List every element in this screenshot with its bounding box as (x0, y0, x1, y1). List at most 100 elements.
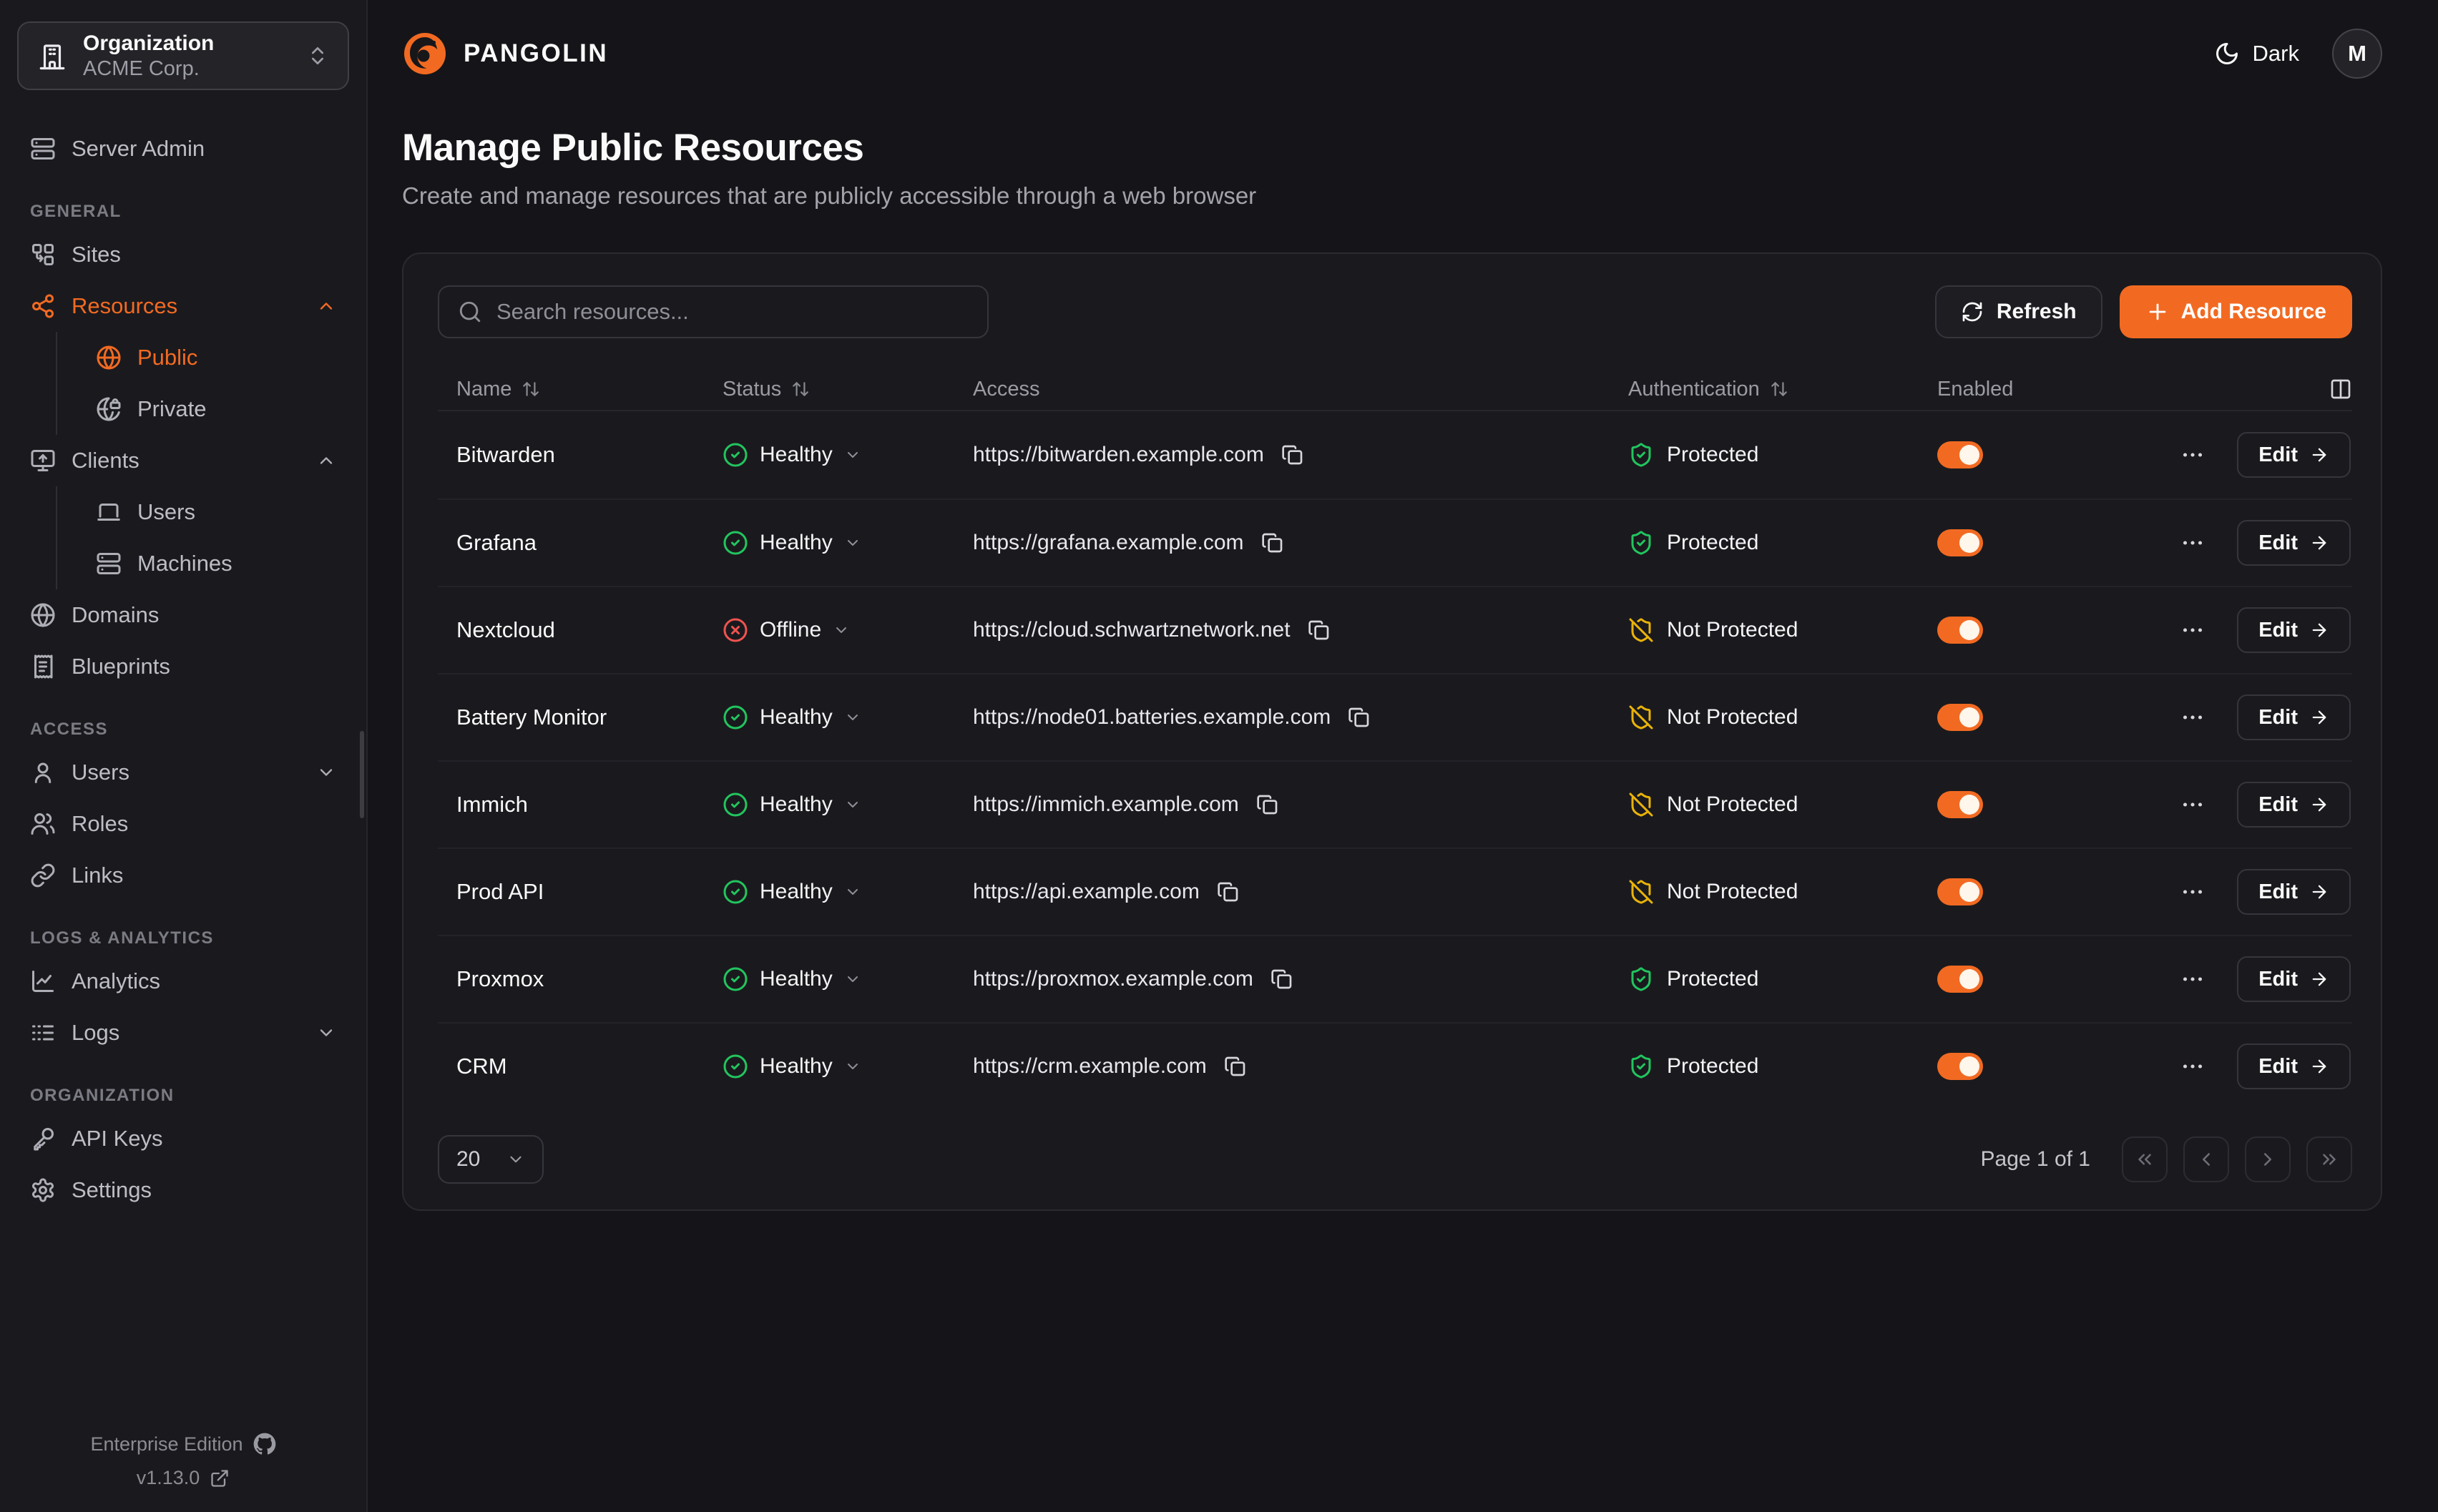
sidebar-scrollbar[interactable] (360, 731, 364, 818)
column-header-authentication[interactable]: Authentication (1628, 378, 1937, 401)
enabled-toggle[interactable] (1937, 529, 1983, 556)
external-link-icon (210, 1468, 230, 1488)
ellipsis-icon[interactable] (2180, 879, 2206, 905)
ellipsis-icon[interactable] (2180, 1054, 2206, 1079)
status-dropdown[interactable]: Healthy (723, 792, 861, 818)
enabled-toggle[interactable] (1937, 878, 1983, 905)
arrow-right-icon (2309, 969, 2329, 989)
edit-button[interactable]: Edit (2237, 1044, 2351, 1089)
edition-line[interactable]: Enterprise Edition (90, 1433, 275, 1455)
column-header-actions (2160, 378, 2352, 401)
status-dropdown[interactable]: Healthy (723, 1054, 861, 1079)
first-page-button[interactable] (2122, 1137, 2168, 1182)
status-dropdown[interactable]: Offline (723, 617, 850, 643)
chevron-down-icon (316, 1023, 336, 1043)
theme-toggle[interactable]: Dark (2214, 41, 2299, 67)
sidebar-item-private[interactable]: Private (83, 383, 349, 435)
enabled-toggle[interactable] (1937, 791, 1983, 818)
sidebar-item-clients[interactable]: Clients (17, 435, 349, 486)
ellipsis-icon[interactable] (2180, 617, 2206, 643)
edit-button[interactable]: Edit (2237, 694, 2351, 740)
edit-button[interactable]: Edit (2237, 782, 2351, 828)
table-row: Immich Healthy https://immich.example.co… (438, 760, 2352, 848)
status-label: Healthy (760, 443, 833, 466)
column-header-access[interactable]: Access (973, 377, 1040, 401)
edit-button[interactable]: Edit (2237, 520, 2351, 566)
toolbar-actions: Refresh Add Resource (1934, 285, 2352, 338)
copy-icon[interactable] (1224, 1055, 1247, 1078)
enabled-toggle[interactable] (1937, 1053, 1983, 1080)
sidebar-item-api-keys[interactable]: API Keys (17, 1113, 349, 1164)
circle-check-icon (723, 792, 748, 818)
copy-icon[interactable] (1271, 968, 1293, 991)
column-header-enabled[interactable]: Enabled (1937, 377, 2014, 401)
add-resource-button[interactable]: Add Resource (2119, 285, 2352, 338)
avatar[interactable]: M (2332, 29, 2382, 79)
version-line[interactable]: v1.13.0 (137, 1467, 230, 1489)
enabled-cell (1937, 617, 2160, 644)
sidebar-item-roles[interactable]: Roles (17, 798, 349, 850)
sidebar-item-settings[interactable]: Settings (17, 1164, 349, 1216)
search-input[interactable] (496, 299, 969, 325)
enabled-cell (1937, 1053, 2160, 1080)
ellipsis-icon[interactable] (2180, 792, 2206, 818)
sidebar-item-server-admin[interactable]: Server Admin (17, 123, 349, 175)
refresh-button[interactable]: Refresh (1934, 285, 2102, 338)
add-resource-label: Add Resource (2180, 300, 2326, 323)
status-label: Healthy (760, 705, 833, 729)
page-size-select[interactable]: 20 (438, 1135, 544, 1184)
edit-button[interactable]: Edit (2237, 607, 2351, 653)
ellipsis-icon[interactable] (2180, 966, 2206, 992)
columns-icon[interactable] (2329, 378, 2352, 401)
org-selector[interactable]: Organization ACME Corp. (17, 21, 349, 90)
sidebar-item-users[interactable]: Users (17, 747, 349, 798)
enabled-toggle[interactable] (1937, 966, 1983, 993)
enabled-toggle[interactable] (1937, 441, 1983, 468)
status-dropdown[interactable]: Healthy (723, 879, 861, 905)
sidebar-item-logs[interactable]: Logs (17, 1007, 349, 1059)
table-row: Proxmox Healthy https://proxmox.example.… (438, 935, 2352, 1022)
sidebar-item-analytics[interactable]: Analytics (17, 956, 349, 1007)
copy-icon[interactable] (1217, 880, 1240, 903)
status-cell: Healthy (723, 442, 973, 468)
next-page-button[interactable] (2245, 1137, 2291, 1182)
circle-check-icon (723, 705, 748, 730)
ellipsis-icon[interactable] (2180, 530, 2206, 556)
chevron-down-icon (844, 534, 861, 551)
authentication-cell: Protected (1628, 442, 1937, 468)
copy-icon[interactable] (1261, 531, 1284, 554)
edit-label: Edit (2258, 618, 2298, 642)
copy-icon[interactable] (1308, 619, 1331, 642)
authentication-cell: Protected (1628, 530, 1937, 556)
sidebar-item-machines[interactable]: Machines (83, 538, 349, 589)
authentication-cell: Not Protected (1628, 879, 1937, 905)
copy-icon[interactable] (1256, 793, 1279, 816)
prev-page-button[interactable] (2183, 1137, 2229, 1182)
status-dropdown[interactable]: Healthy (723, 442, 861, 468)
last-page-button[interactable] (2306, 1137, 2352, 1182)
sidebar-item-public[interactable]: Public (83, 332, 349, 383)
edit-button[interactable]: Edit (2237, 956, 2351, 1002)
sidebar-item-resources[interactable]: Resources (17, 280, 349, 332)
sidebar-item-domains[interactable]: Domains (17, 589, 349, 641)
copy-icon[interactable] (1348, 706, 1371, 729)
status-dropdown[interactable]: Healthy (723, 530, 861, 556)
column-header-name[interactable]: Name (438, 378, 723, 401)
enabled-toggle[interactable] (1937, 704, 1983, 731)
sidebar-item-blueprints[interactable]: Blueprints (17, 641, 349, 692)
sidebar-item-sites[interactable]: Sites (17, 229, 349, 280)
status-dropdown[interactable]: Healthy (723, 966, 861, 992)
sidebar-item-links[interactable]: Links (17, 850, 349, 901)
status-cell: Healthy (723, 966, 973, 992)
ellipsis-icon[interactable] (2180, 705, 2206, 730)
brand[interactable]: PANGOLIN (402, 31, 608, 77)
edit-button[interactable]: Edit (2237, 869, 2351, 915)
ellipsis-icon[interactable] (2180, 442, 2206, 468)
column-header-status[interactable]: Status (723, 378, 973, 401)
enabled-toggle[interactable] (1937, 617, 1983, 644)
server-icon (30, 136, 56, 162)
sidebar-item-client-users[interactable]: Users (83, 486, 349, 538)
edit-button[interactable]: Edit (2237, 432, 2351, 478)
copy-icon[interactable] (1281, 443, 1304, 466)
status-dropdown[interactable]: Healthy (723, 705, 861, 730)
